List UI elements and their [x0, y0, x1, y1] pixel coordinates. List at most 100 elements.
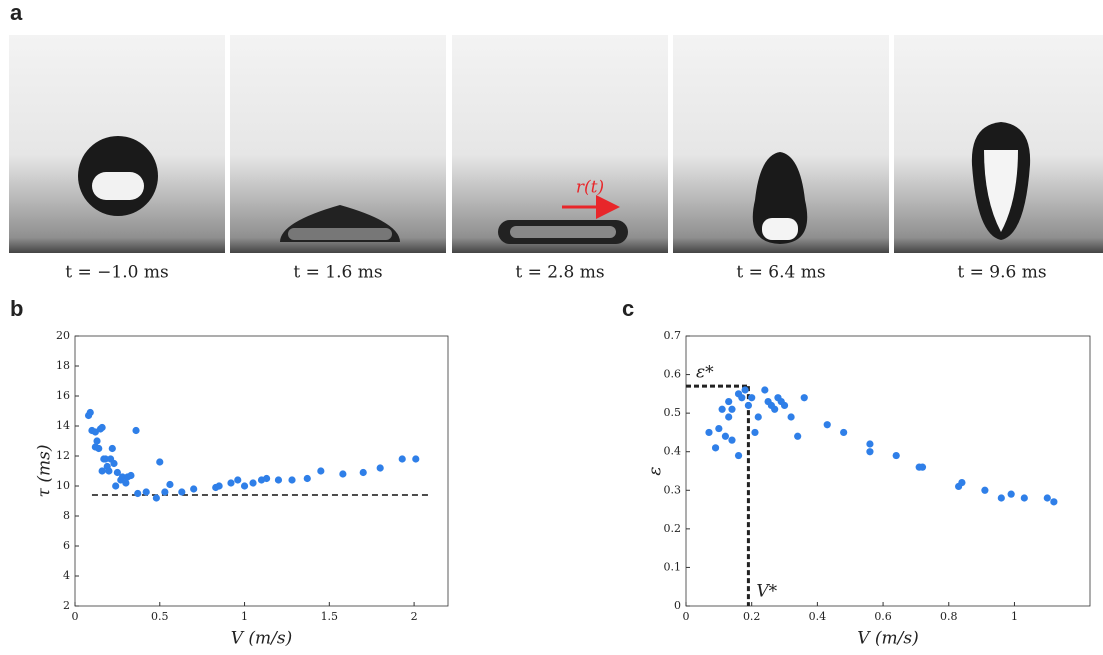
point: [725, 413, 733, 421]
point: [754, 413, 762, 421]
point: [274, 476, 283, 484]
y-tick-label: 8: [63, 509, 70, 522]
point: [1043, 494, 1051, 502]
y-tick-label: 0.5: [664, 406, 682, 419]
frame-label: t = 2.8 ms: [515, 263, 604, 283]
point: [303, 474, 311, 483]
x-tick-label: 2: [411, 610, 418, 623]
point: [166, 480, 174, 489]
point: [240, 482, 249, 490]
point: [761, 386, 769, 394]
y-tick-label: 0.6: [664, 368, 682, 381]
y-tick-label: 20: [56, 329, 70, 342]
y-tick-label: 0.2: [664, 522, 682, 535]
x-tick-label: 0.2: [743, 610, 761, 623]
point: [840, 428, 848, 437]
x-axis-label: V (m/s): [231, 629, 293, 649]
point: [110, 459, 118, 468]
point: [794, 432, 802, 440]
frame-label: t = −1.0 ms: [65, 263, 168, 283]
x-tick-label: 1: [241, 610, 248, 623]
y-tick-label: 0.3: [664, 483, 682, 496]
x-tick-label: 0.5: [151, 610, 169, 623]
point: [288, 476, 296, 484]
photo-strip: [9, 35, 1103, 253]
point: [800, 394, 808, 402]
point: [215, 482, 223, 490]
point: [105, 467, 113, 475]
point: [741, 386, 749, 394]
frame-label: t = 9.6 ms: [957, 263, 1046, 283]
point: [112, 482, 120, 490]
point: [728, 436, 736, 444]
point: [918, 463, 927, 471]
point: [127, 471, 135, 480]
point: [705, 428, 713, 437]
point: [997, 494, 1005, 502]
point: [866, 448, 874, 456]
point: [376, 464, 384, 472]
y-tick-label: 0.1: [664, 560, 682, 573]
point: [156, 458, 164, 466]
y-tick-label: 6: [63, 539, 70, 552]
frame-label: t = 1.6 ms: [293, 263, 382, 283]
point: [866, 440, 874, 448]
reference-label: V*: [756, 582, 777, 602]
x-tick-label: 0.4: [809, 610, 827, 623]
point: [122, 479, 130, 487]
y-tick-label: 12: [56, 449, 70, 462]
point: [249, 479, 257, 487]
point: [1007, 490, 1015, 498]
point: [101, 455, 110, 463]
x-axis-label: V (m/s): [857, 629, 919, 649]
point: [317, 467, 325, 475]
plot-frame: [74, 335, 449, 607]
y-tick-label: 16: [56, 389, 70, 402]
point: [725, 397, 733, 406]
arrow-label: r(t): [576, 178, 604, 198]
point: [823, 421, 831, 429]
point: [780, 401, 789, 410]
point: [398, 455, 406, 463]
y-tick-label: 0.7: [664, 329, 682, 342]
point: [262, 474, 271, 483]
y-axis-label: ε: [646, 466, 666, 475]
point: [98, 423, 106, 432]
y-axis-label: τ (ms): [35, 445, 55, 498]
y-tick-label: 0: [674, 599, 681, 612]
y-tick-label: 4: [63, 569, 70, 582]
reference-label: ε*: [696, 363, 714, 383]
y-tick-label: 2: [63, 599, 70, 612]
point: [234, 476, 242, 484]
point: [748, 394, 756, 402]
point: [108, 444, 116, 453]
plot-frame: [685, 335, 1091, 607]
point: [711, 444, 720, 452]
point: [771, 405, 779, 413]
point: [744, 401, 753, 410]
point: [339, 470, 347, 478]
point: [728, 405, 736, 413]
point: [715, 424, 723, 433]
point: [134, 489, 142, 498]
x-tick-label: 0: [72, 610, 79, 623]
point: [981, 486, 989, 494]
panel-label: a: [10, 0, 23, 25]
x-tick-label: 1: [1011, 610, 1018, 623]
panel-label: c: [622, 296, 634, 321]
point: [132, 426, 140, 435]
x-tick-label: 0.8: [940, 610, 958, 623]
point: [721, 432, 730, 440]
point: [118, 473, 127, 481]
y-tick-label: 18: [56, 359, 70, 372]
point: [892, 451, 900, 460]
point: [412, 455, 420, 463]
point: [98, 467, 106, 475]
point: [161, 488, 169, 496]
point: [152, 494, 160, 502]
panel-label: b: [10, 296, 23, 321]
point: [1050, 498, 1058, 506]
point: [95, 444, 103, 453]
point: [142, 488, 150, 496]
